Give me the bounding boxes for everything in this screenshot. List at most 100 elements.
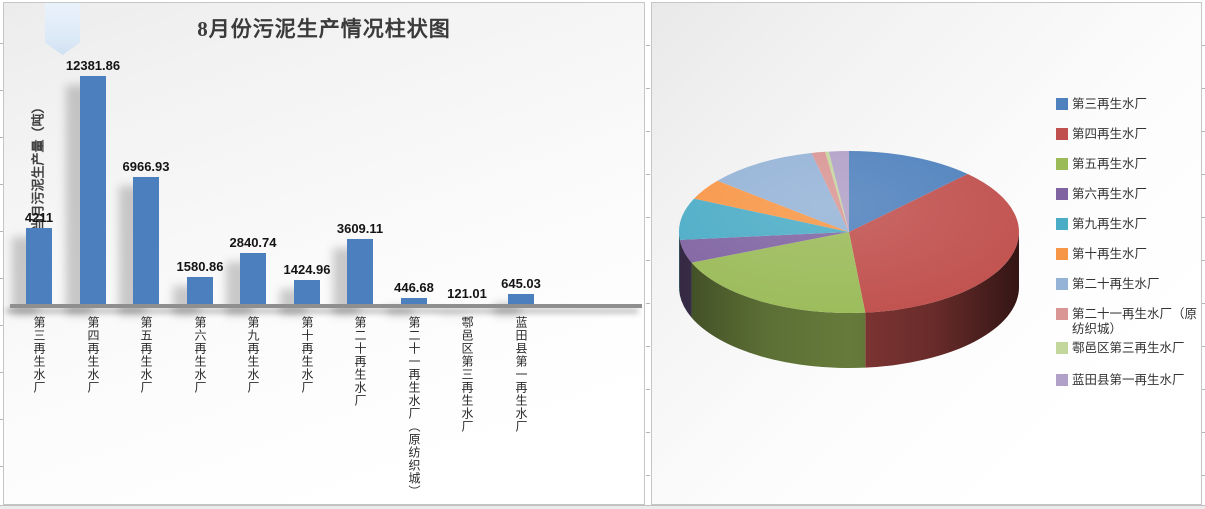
gridline-tick <box>1202 45 1205 46</box>
bar-value-label: 3609.11 <box>336 221 384 236</box>
gridline-tick <box>1202 131 1205 132</box>
legend-label: 第五再生水厂 <box>1072 157 1148 171</box>
legend-item-第二十一再生水厂（原纺织城）[interactable]: 第二十一再生水厂（原纺织城） <box>1056 307 1205 337</box>
gridline-tick <box>0 466 3 467</box>
legend-label: 第九再生水厂 <box>1072 217 1148 231</box>
gridline-tick <box>1202 303 1205 304</box>
worksheet-bottom-strip <box>0 505 1205 509</box>
bar-category-label: 第十再生水厂 <box>300 316 314 394</box>
gridline-tick <box>0 43 3 44</box>
gridline-tick <box>0 419 3 420</box>
gridline-tick <box>646 88 650 89</box>
legend-item-蓝田县第一再生水厂[interactable]: 蓝田县第一再生水厂 <box>1056 373 1205 388</box>
gridline-tick <box>1202 260 1205 261</box>
bar-value-label: 2840.74 <box>229 235 277 250</box>
legend-item-第九再生水厂[interactable]: 第九再生水厂 <box>1056 217 1205 232</box>
pie-side-shading <box>679 232 680 295</box>
gridline-tick <box>646 260 650 261</box>
gridline-tick <box>1202 475 1205 476</box>
gridline-tick <box>1202 88 1205 89</box>
bar-category-label: 第六再生水厂 <box>193 316 207 394</box>
gridline-tick <box>646 389 650 390</box>
gridline-tick <box>1202 174 1205 175</box>
legend-label: 第二十再生水厂 <box>1072 277 1160 291</box>
gridline-tick <box>0 184 3 185</box>
bar-category-label: 蓝田县第一再生水厂 <box>514 316 528 433</box>
gridline-tick <box>1202 389 1205 390</box>
gridline-tick <box>646 45 650 46</box>
legend-swatch <box>1056 218 1068 230</box>
gridline-tick <box>0 231 3 232</box>
legend-swatch <box>1056 188 1068 200</box>
gridline-tick <box>646 217 650 218</box>
bar-value-label: 1424.96 <box>283 262 331 277</box>
bar-第三再生水厂[interactable] <box>26 228 52 306</box>
bar-chart-x-axis-line <box>10 304 642 308</box>
legend-item-第十再生水厂[interactable]: 第十再生水厂 <box>1056 247 1205 262</box>
bar-category-label: 第三再生水厂 <box>32 316 46 394</box>
bar-value-label: 446.68 <box>394 280 434 295</box>
gridline-tick <box>0 325 3 326</box>
gridline-tick <box>0 372 3 373</box>
legend-swatch <box>1056 248 1068 260</box>
legend-swatch <box>1056 342 1068 354</box>
bar-value-label: 6966.93 <box>122 159 170 174</box>
bar-第五再生水厂[interactable] <box>133 177 159 306</box>
bar-value-label: 1580.86 <box>176 259 224 274</box>
gridline-tick <box>646 131 650 132</box>
legend-label: 鄠邑区第三再生水厂 <box>1072 341 1185 355</box>
legend-item-第五再生水厂[interactable]: 第五再生水厂 <box>1056 157 1205 172</box>
bar-category-label: 鄠邑区第三再生水厂 <box>460 316 474 433</box>
bar-category-label: 第四再生水厂 <box>86 316 100 394</box>
bar-chart-panel[interactable]: 8月份污泥生产情况柱状图 当月污泥生产量（吨） 4211 第三再生水厂 12381.… <box>3 2 645 505</box>
bar-第十再生水厂[interactable] <box>294 280 320 306</box>
legend-swatch <box>1056 374 1068 386</box>
legend-label: 第二十一再生水厂（原纺织城） <box>1072 307 1198 336</box>
legend-item-第六再生水厂[interactable]: 第六再生水厂 <box>1056 187 1205 202</box>
pie-legend: 第三再生水厂 第四再生水厂 第五再生水厂 第六再生水厂 第九再生水厂 第十再生水厂 第二十再… <box>1056 3 1203 505</box>
down-arrow-shape <box>45 3 80 55</box>
gridline-tick <box>0 90 3 91</box>
gridline-tick <box>646 346 650 347</box>
gridline-tick <box>646 432 650 433</box>
legend-swatch <box>1056 158 1068 170</box>
legend-label: 第四再生水厂 <box>1072 127 1148 141</box>
gridline-tick <box>646 174 650 175</box>
gridline-tick <box>646 303 650 304</box>
pie-side-shading <box>691 262 866 369</box>
bar-第九再生水厂[interactable] <box>240 253 266 306</box>
bar-第二十一再生水厂（原纺织城）[interactable] <box>401 298 427 306</box>
pie-chart-panel[interactable]: 第三再生水厂 第四再生水厂 第五再生水厂 第六再生水厂 第九再生水厂 第十再生水厂 第二十再… <box>651 2 1202 505</box>
legend-swatch <box>1056 98 1068 110</box>
bar-category-label: 第二十一再生水厂（原纺织城） <box>407 316 421 498</box>
gridline-tick <box>1202 432 1205 433</box>
legend-item-第四再生水厂[interactable]: 第四再生水厂 <box>1056 127 1205 142</box>
gridline-tick <box>646 475 650 476</box>
gridline-tick <box>0 278 3 279</box>
bar-category-label: 第五再生水厂 <box>139 316 153 394</box>
legend-label: 第六再生水厂 <box>1072 187 1148 201</box>
legend-swatch <box>1056 128 1068 140</box>
bar-蓝田县第一再生水厂[interactable] <box>508 294 534 306</box>
legend-label: 第三再生水厂 <box>1072 97 1148 111</box>
legend-swatch <box>1056 308 1068 320</box>
bar-category-label: 第二十再生水厂 <box>353 316 367 407</box>
legend-label: 蓝田县第一再生水厂 <box>1072 373 1185 387</box>
bar-第六再生水厂[interactable] <box>187 277 213 306</box>
bar-第四再生水厂[interactable] <box>80 76 106 306</box>
bar-chart-title: 8月份污泥生产情况柱状图 <box>197 17 451 41</box>
legend-swatch <box>1056 278 1068 290</box>
bar-value-label: 121.01 <box>447 286 487 301</box>
bar-value-label: 645.03 <box>501 276 541 291</box>
gridline-tick <box>0 137 3 138</box>
gridline-tick <box>1202 217 1205 218</box>
bar-value-label: 4211 <box>24 210 54 225</box>
legend-item-第三再生水厂[interactable]: 第三再生水厂 <box>1056 97 1205 112</box>
bar-category-label: 第九再生水厂 <box>246 316 260 394</box>
bar-value-label: 12381.86 <box>65 58 121 73</box>
bar-第二十再生水厂[interactable] <box>347 239 373 306</box>
legend-label: 第十再生水厂 <box>1072 247 1148 261</box>
legend-item-第二十再生水厂[interactable]: 第二十再生水厂 <box>1056 277 1205 292</box>
legend-item-鄠邑区第三再生水厂[interactable]: 鄠邑区第三再生水厂 <box>1056 341 1205 356</box>
